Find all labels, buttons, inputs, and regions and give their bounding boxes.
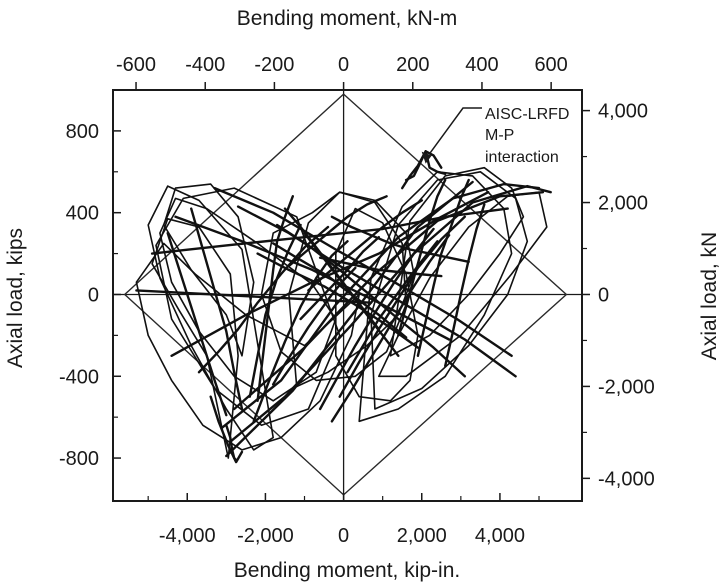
top-tick-label: -600 xyxy=(116,54,156,76)
hysteresis-loop-6 xyxy=(151,218,239,459)
hysteresis-stroke-30 xyxy=(209,395,244,464)
right-tick-label: 0 xyxy=(598,284,609,306)
annotation-line-3: interaction xyxy=(485,149,559,166)
hysteresis-stroke-17 xyxy=(252,240,349,423)
hysteresis-layer xyxy=(135,150,552,464)
right-tick-label: -2,000 xyxy=(598,376,655,398)
right-tick-label: 2,000 xyxy=(598,193,648,215)
top-tick-label: 0 xyxy=(338,54,349,76)
hysteresis-stroke-9 xyxy=(174,215,451,341)
hysteresis-stroke-5 xyxy=(225,180,474,458)
hysteresis-stroke-34 xyxy=(330,215,470,263)
annotation-arrow-line xyxy=(429,107,482,155)
bottom-tick-label: 2,000 xyxy=(397,525,447,547)
right-tick-label: -4,000 xyxy=(598,468,655,490)
top-tick-label: 600 xyxy=(534,54,567,76)
hysteresis-stroke-24 xyxy=(307,199,423,292)
hysteresis-stroke-23 xyxy=(287,195,388,268)
hysteresis-stroke-36 xyxy=(135,289,373,304)
right-axis-title: Axial load, kN xyxy=(698,232,721,360)
top-tick-label: -200 xyxy=(254,54,294,76)
left-tick-label: 400 xyxy=(66,203,99,225)
hysteresis-loop-8 xyxy=(370,171,529,410)
hysteresis-loop-4 xyxy=(155,187,341,427)
hysteresis-stroke-22 xyxy=(346,240,439,374)
bottom-axis-title: Bending moment, kip-in. xyxy=(234,559,460,582)
left-tick-label: -800 xyxy=(59,448,99,470)
top-tick-label: -400 xyxy=(185,54,225,76)
hysteresis-loop-2 xyxy=(159,197,337,402)
annotation-line-2: M-P xyxy=(485,127,514,144)
plot-area-border xyxy=(112,89,583,502)
hysteresis-stroke-2 xyxy=(221,182,541,429)
hysteresis-stroke-33 xyxy=(283,207,380,331)
hysteresis-loop-9 xyxy=(358,171,513,423)
hysteresis-stroke-26 xyxy=(416,178,470,357)
bottom-tick-label: -4,000 xyxy=(159,525,216,547)
envelope-annotation: AISC-LRFD M-P interaction xyxy=(485,106,569,166)
bottom-tick-label: 0 xyxy=(338,525,349,547)
plot-frame-layer xyxy=(112,89,583,502)
top-axis-title: Bending moment, kN-m xyxy=(237,7,458,30)
hysteresis-stroke-29 xyxy=(166,231,228,417)
tick-layer: -4,000 -2,000 0 2,000 4,000 -600 -400 -200 0 200 4… xyxy=(59,54,655,547)
hysteresis-stroke-7 xyxy=(213,186,513,357)
hysteresis-stroke-12 xyxy=(256,252,420,349)
left-tick-label: 0 xyxy=(88,284,99,306)
hysteresis-stroke-4 xyxy=(170,191,490,357)
hysteresis-stroke-25 xyxy=(397,178,447,337)
hysteresis-stroke-20 xyxy=(330,234,451,423)
left-axis-title: Axial load, kips xyxy=(4,228,27,368)
hysteresis-stroke-16 xyxy=(197,225,330,374)
hysteresis-loop-12 xyxy=(260,191,407,382)
hysteresis-stroke-38 xyxy=(401,150,443,190)
hysteresis-loop-5 xyxy=(163,183,255,357)
right-tick-label: 4,000 xyxy=(598,101,648,123)
bottom-tick-label: -2,000 xyxy=(237,525,294,547)
annotation-arrow-head xyxy=(421,151,432,164)
hysteresis-stroke-27 xyxy=(444,203,486,368)
bottom-tick-label: 4,000 xyxy=(475,525,525,547)
hysteresis-stroke-21 xyxy=(338,215,466,398)
hysteresis-stroke-35 xyxy=(318,256,443,278)
hysteresis-stroke-19 xyxy=(318,227,435,411)
top-tick-label: 200 xyxy=(396,54,429,76)
top-tick-label: 400 xyxy=(465,54,498,76)
left-tick-label: 800 xyxy=(66,121,99,143)
hysteresis-loop-13 xyxy=(335,207,419,402)
hysteresis-loop-3 xyxy=(147,185,274,451)
left-tick-label: -400 xyxy=(59,366,99,388)
hysteresis-stroke-28 xyxy=(190,207,244,411)
annotation-line-1: AISC-LRFD xyxy=(485,106,569,123)
hysteresis-stroke-31 xyxy=(225,424,238,462)
